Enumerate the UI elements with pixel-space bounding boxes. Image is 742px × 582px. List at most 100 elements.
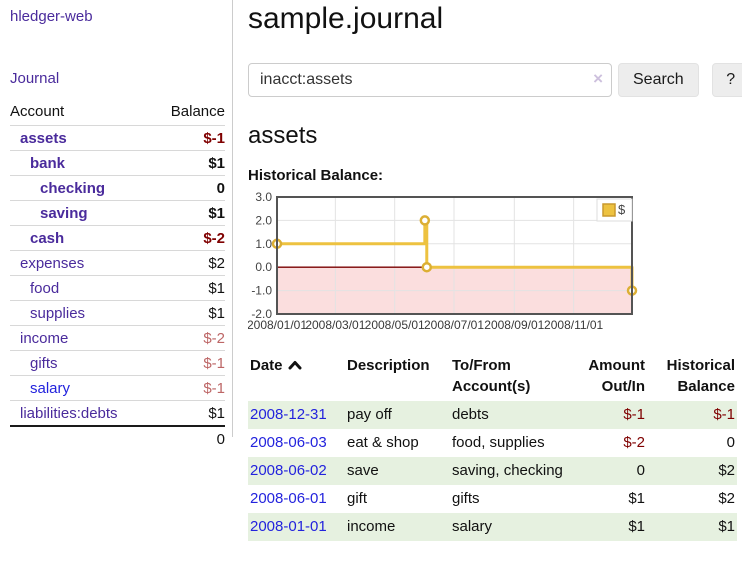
svg-text:$: $ <box>618 202 626 217</box>
svg-text:2008/01/01: 2008/01/01 <box>248 318 307 332</box>
svg-text:-1.0: -1.0 <box>251 284 272 298</box>
transaction-amount: $1 <box>628 490 645 507</box>
account-link-bank[interactable]: bank <box>30 155 66 172</box>
transaction-balance: $1 <box>718 518 735 535</box>
search-input[interactable] <box>248 63 612 97</box>
accounts-header-account: Account <box>10 103 65 120</box>
register-table: Date Description To/From Account(s) Amou… <box>248 353 737 541</box>
historical-balance-chart[interactable]: $3.0 2.0 1.0 0.0 -1.0 -2.0 2008/01/01 2008/03/0… <box>248 191 742 336</box>
account-balance: $1 <box>208 205 225 222</box>
account-row: supplies $1 <box>10 300 225 326</box>
search-box: × <box>248 63 612 97</box>
transaction-accounts: gifts <box>452 490 480 507</box>
transaction-amount: $-1 <box>623 406 645 423</box>
page-title: sample.journal <box>248 2 444 35</box>
clear-search-icon[interactable]: × <box>593 69 603 88</box>
account-balance: $-1 <box>203 130 225 147</box>
account-balance: $1 <box>208 305 225 322</box>
account-balance: $1 <box>208 280 225 297</box>
account-title: assets <box>248 122 318 149</box>
transaction-accounts: food, supplies <box>452 434 545 451</box>
svg-text:2008/11/01: 2008/11/01 <box>544 318 603 332</box>
account-link-salary[interactable]: salary <box>30 380 71 397</box>
svg-text:-2.0: -2.0 <box>251 307 272 321</box>
svg-text:2008/07/01: 2008/07/01 <box>424 318 484 332</box>
transaction-accounts: saving, checking <box>452 462 563 479</box>
account-balance: $2 <box>208 255 225 272</box>
main-content: sample.journal × Search ? assets Histori… <box>233 0 742 541</box>
sidebar: hledger-web Journal Account Balance asse… <box>0 0 233 448</box>
accounts-total-balance: 0 <box>216 431 225 448</box>
account-link-gifts[interactable]: gifts <box>30 355 58 372</box>
app-title-link[interactable]: hledger-web <box>10 8 93 25</box>
search-button[interactable]: Search <box>618 63 699 97</box>
account-row: income $-2 <box>10 325 225 351</box>
account-row: gifts $-1 <box>10 350 225 376</box>
account-link-cash[interactable]: cash <box>30 230 65 247</box>
chart-title: Historical Balance: <box>248 167 384 184</box>
account-link-liabilities-debts[interactable]: liabilities:debts <box>20 405 118 422</box>
register-row: 2008-01-01 income salary $1 $1 <box>248 513 737 541</box>
account-link-checking[interactable]: checking <box>40 180 106 197</box>
transaction-amount: 0 <box>636 462 645 479</box>
account-balance: $-2 <box>203 230 225 247</box>
transaction-balance: 0 <box>726 434 735 451</box>
account-balance: $-1 <box>203 380 225 397</box>
register-row: 2008-06-02 save saving, checking 0 $2 <box>248 457 737 485</box>
account-row: salary $-1 <box>10 375 225 401</box>
account-link-income[interactable]: income <box>20 330 69 347</box>
register-row: 2008-06-01 gift gifts $1 $2 <box>248 485 737 513</box>
accounts-table: Account Balance assets $-1 bank $1 checking 0… <box>10 100 225 451</box>
transaction-description: pay off <box>347 406 392 423</box>
register-header-description: Description <box>347 357 430 374</box>
account-link-saving[interactable]: saving <box>40 205 88 222</box>
transaction-balance: $2 <box>718 462 735 479</box>
transaction-balance: $-1 <box>713 406 735 423</box>
svg-text:3.0: 3.0 <box>255 191 272 204</box>
transaction-description: gift <box>347 490 368 507</box>
account-link-assets[interactable]: assets <box>20 130 67 147</box>
transaction-date-link[interactable]: 2008-06-02 <box>250 462 327 479</box>
account-row: checking 0 <box>10 175 225 201</box>
account-row: bank $1 <box>10 150 225 176</box>
account-row: saving $1 <box>10 200 225 226</box>
sidebar-item-journal[interactable]: Journal <box>10 70 60 87</box>
svg-text:1.0: 1.0 <box>255 237 272 251</box>
account-row: cash $-2 <box>10 225 225 251</box>
account-row: assets $-1 <box>10 125 225 151</box>
transaction-date-link[interactable]: 2008-06-03 <box>250 434 327 451</box>
transaction-date-link[interactable]: 2008-06-01 <box>250 490 327 507</box>
search-form: × Search ? <box>248 63 742 97</box>
register-row: 2008-12-31 pay off debts $-1 $-1 <box>248 401 737 429</box>
transaction-amount: $-2 <box>623 434 645 451</box>
register-row: 2008-06-03 eat & shop food, supplies $-2 0 <box>248 429 737 457</box>
transaction-description: income <box>347 518 396 535</box>
svg-text:2008/09/01: 2008/09/01 <box>484 318 544 332</box>
account-link-food[interactable]: food <box>30 280 60 297</box>
account-row: food $1 <box>10 275 225 301</box>
svg-text:2008/05/01: 2008/05/01 <box>365 318 425 332</box>
account-balance: $1 <box>208 155 225 172</box>
account-balance: 0 <box>216 180 225 197</box>
transaction-date-link[interactable]: 2008-01-01 <box>250 518 327 535</box>
transaction-description: eat & shop <box>347 434 419 451</box>
help-button[interactable]: ? <box>711 63 742 97</box>
transaction-description: save <box>347 462 379 479</box>
svg-text:2.0: 2.0 <box>255 213 272 227</box>
register-header-accounts: To/From Account(s) <box>452 357 531 395</box>
account-balance: $-2 <box>203 330 225 347</box>
svg-text:0.0: 0.0 <box>255 260 272 274</box>
register-header-date[interactable]: Date <box>248 353 345 401</box>
account-link-expenses[interactable]: expenses <box>20 255 85 272</box>
hledger-web-app: hledger-web Journal Account Balance asse… <box>0 0 742 541</box>
account-balance: $-1 <box>203 355 225 372</box>
accounts-total-row: 0 <box>10 426 225 451</box>
account-link-supplies[interactable]: supplies <box>30 305 86 322</box>
account-row: liabilities:debts $1 <box>10 400 225 427</box>
register-header-row: Date Description To/From Account(s) Amou… <box>248 353 737 401</box>
register-header-amount: Amount Out/In <box>588 357 645 395</box>
transaction-date-link[interactable]: 2008-12-31 <box>250 406 327 423</box>
accounts-header-balance: Balance <box>170 103 225 120</box>
sort-ascending-icon <box>288 355 302 376</box>
transaction-accounts: salary <box>452 518 493 535</box>
